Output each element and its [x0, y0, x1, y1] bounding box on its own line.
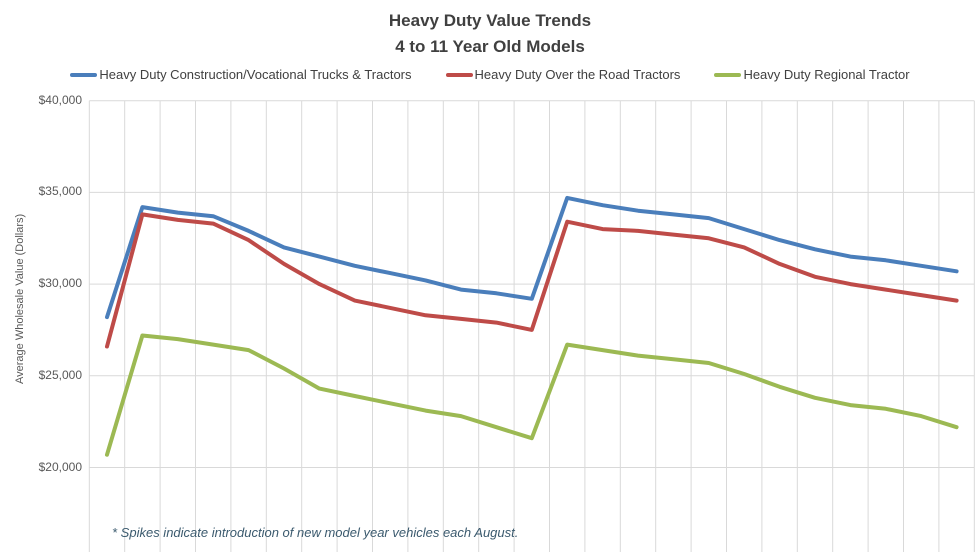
legend-label-over-the-road: Heavy Duty Over the Road Tractors: [474, 67, 681, 82]
spike-annotation: * Spikes indicate introduction of new mo…: [112, 525, 519, 540]
legend-line-marker-red: [445, 72, 473, 77]
chart-title: Heavy Duty Value Trends 4 to 11 Year Old…: [0, 8, 980, 60]
legend-label-regional: Heavy Duty Regional Tractor: [743, 67, 910, 82]
y-tick-label: $25,000: [38, 367, 82, 382]
legend-label-construction: Heavy Duty Construction/Vocational Truck…: [99, 67, 412, 82]
legend-line-marker-blue: [70, 72, 98, 77]
chart-title-line2: 4 to 11 Year Old Models: [395, 37, 585, 56]
y-tick-label: $40,000: [38, 92, 82, 107]
y-tick-label: $30,000: [38, 276, 82, 291]
series-line-construction: [105, 195, 959, 320]
legend-line-marker-green: [714, 72, 742, 77]
legend: Heavy Duty Construction/Vocational Truck…: [0, 67, 980, 82]
y-tick-label: $35,000: [38, 184, 82, 199]
legend-item-regional: Heavy Duty Regional Tractor: [714, 67, 910, 82]
legend-item-over-the-road: Heavy Duty Over the Road Tractors: [445, 67, 681, 82]
series-line-over-the-road: [105, 212, 959, 349]
chart-title-line1: Heavy Duty Value Trends: [388, 11, 592, 30]
series-line-regional: [105, 333, 959, 457]
legend-item-construction: Heavy Duty Construction/Vocational Truck…: [70, 67, 412, 82]
y-tick-label: $20,000: [38, 459, 82, 474]
